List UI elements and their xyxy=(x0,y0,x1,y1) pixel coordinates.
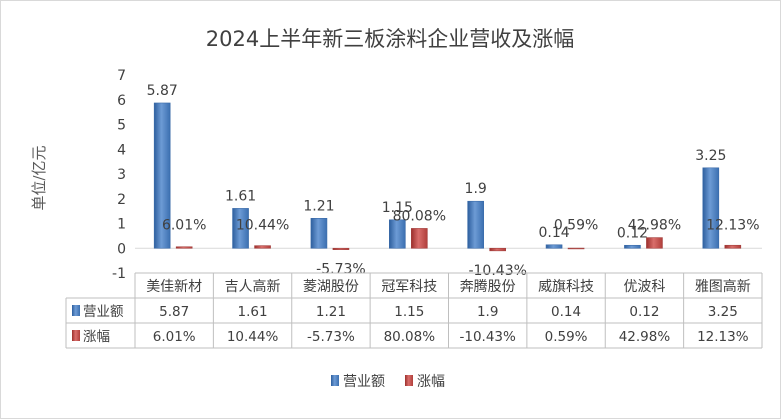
category-label: 吉人高新 xyxy=(225,278,281,295)
data-label-growth: 0.59% xyxy=(554,218,598,234)
chart-title: 2024上半年新三板涂料企业营收及涨幅 xyxy=(206,27,574,51)
data-label-revenue: 5.87 xyxy=(147,83,178,99)
data-label-growth: 6.01% xyxy=(162,218,206,234)
bars-layer xyxy=(153,102,742,252)
bar-growth xyxy=(724,244,742,249)
bar-revenue xyxy=(310,218,328,249)
bar-revenue xyxy=(232,208,249,249)
bar-growth xyxy=(567,247,585,250)
data-label-revenue: 3.25 xyxy=(695,148,726,164)
data-label-growth: 12.13% xyxy=(706,218,759,234)
y-tick-label: -1 xyxy=(112,266,126,282)
table-cell-growth: 80.08% xyxy=(384,329,436,345)
table-cell-revenue: 3.25 xyxy=(708,304,738,320)
table-cell-growth: 10.44% xyxy=(227,329,279,345)
y-tick-label: 7 xyxy=(117,68,126,84)
axis-layer: -1 0 1 2 3 4 5 6 7 xyxy=(112,68,762,282)
category-label: 美佳新材 xyxy=(146,279,202,295)
legend-label-growth: 涨幅 xyxy=(417,374,445,390)
bar-growth xyxy=(332,247,350,250)
y-tick-label: 5 xyxy=(117,118,126,134)
y-tick-label: 1 xyxy=(117,217,126,233)
bar-growth xyxy=(489,247,506,252)
category-label: 优波科 xyxy=(623,279,665,295)
table-cell-revenue: 5.87 xyxy=(159,304,189,320)
bar-growth xyxy=(254,245,271,249)
data-label-growth: 42.98% xyxy=(628,218,681,234)
table-key-growth xyxy=(72,330,80,341)
data-label-revenue: 0.14 xyxy=(538,225,569,241)
legend-key-growth xyxy=(405,375,413,386)
data-label-revenue: 1.15 xyxy=(382,200,413,216)
table-cell-growth: 12.13% xyxy=(697,329,749,345)
table-cell-revenue: 0.12 xyxy=(629,304,659,320)
y-tick-label: 3 xyxy=(117,167,126,183)
bar-growth xyxy=(646,237,663,249)
table-cell-growth: 0.59% xyxy=(545,329,588,345)
data-label-growth: -5.73% xyxy=(316,262,366,278)
bar-revenue xyxy=(153,102,171,249)
legend-key-revenue xyxy=(331,375,339,386)
y-tick-label: 0 xyxy=(117,241,126,257)
y-tick-label: 6 xyxy=(117,93,126,109)
bar-revenue xyxy=(545,244,563,249)
bar-growth xyxy=(411,228,428,249)
category-label: 菱湖股份 xyxy=(303,279,359,295)
category-label: 奔腾股份 xyxy=(460,278,516,295)
data-label-growth: -10.43% xyxy=(468,263,526,279)
legend-label-revenue: 营业额 xyxy=(343,374,385,390)
y-tick-label: 2 xyxy=(117,192,126,208)
category-label: 雅图高新 xyxy=(695,278,751,295)
table-cell-growth: 42.98% xyxy=(619,329,671,345)
category-label: 冠军科技 xyxy=(381,279,437,295)
y-axis-label: 单位/亿元 xyxy=(30,145,48,210)
bar-growth xyxy=(175,246,193,249)
data-label-growth: 10.44% xyxy=(236,218,289,234)
table-cell-revenue: 1.61 xyxy=(238,304,268,320)
table-key-revenue xyxy=(72,305,80,316)
table-row-header-revenue: 营业额 xyxy=(83,304,124,320)
table-cell-revenue: 1.15 xyxy=(394,304,424,320)
table-cell-growth: 6.01% xyxy=(153,329,196,345)
bar-revenue xyxy=(389,219,406,249)
table-cell-revenue: 0.14 xyxy=(551,304,581,320)
data-label-revenue: 1.61 xyxy=(225,188,256,204)
data-label-growth: 80.08% xyxy=(393,208,446,224)
table-cell-revenue: 1.9 xyxy=(477,304,498,320)
data-label-revenue: 0.12 xyxy=(617,225,648,241)
bar-revenue xyxy=(467,200,484,249)
legend: 营业额 涨幅 xyxy=(331,374,445,390)
table-cell-growth: -10.43% xyxy=(460,329,517,345)
category-label: 威旗科技 xyxy=(538,279,594,295)
y-tick-label: 4 xyxy=(117,142,126,158)
bar-revenue xyxy=(702,167,720,249)
table-cell-growth: -5.73% xyxy=(307,329,355,345)
bar-revenue xyxy=(624,244,641,249)
data-table: 美佳新材 5.87 6.01% 吉人高新 1.61 10.44% 菱湖股份 1.21 -5.73… xyxy=(65,272,763,349)
data-label-revenue: 1.9 xyxy=(465,181,487,197)
data-label-revenue: 1.21 xyxy=(303,198,334,214)
table-row-header-growth: 涨幅 xyxy=(83,329,110,345)
table-cell-revenue: 1.21 xyxy=(316,304,346,320)
